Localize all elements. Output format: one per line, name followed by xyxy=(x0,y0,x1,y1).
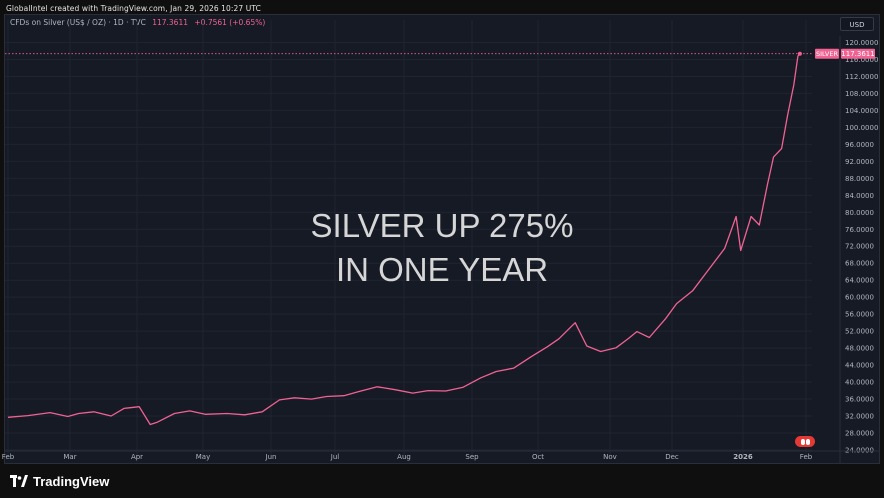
price-badge-value: 117.3611 xyxy=(841,50,874,58)
price-badge-label: SILVER xyxy=(816,50,839,58)
x-tick-label: Mar xyxy=(63,453,76,461)
y-tick-label: 64.0000 xyxy=(845,277,874,285)
y-tick-label: 92.0000 xyxy=(845,158,874,166)
symbol-legend: CFDs on Silver (US$ / OZ) · 1D · TVC 117… xyxy=(10,18,265,27)
y-tick-label: 32.0000 xyxy=(845,413,874,421)
y-tick-label: 104.0000 xyxy=(845,107,878,115)
currency-button[interactable]: USD xyxy=(840,17,874,31)
y-tick-label: 52.0000 xyxy=(845,328,874,336)
y-tick-label: 80.0000 xyxy=(845,209,874,217)
headline-line-2: IN ONE YEAR xyxy=(335,251,549,288)
x-tick-label: Feb xyxy=(2,453,15,461)
y-tick-label: 44.0000 xyxy=(845,362,874,370)
tradingview-logo[interactable]: TradingView xyxy=(10,472,109,490)
y-tick-label: 40.0000 xyxy=(845,379,874,387)
price-badge-label-bg xyxy=(815,48,839,59)
y-tick-label: 108.0000 xyxy=(845,90,878,98)
y-tick-label: 68.0000 xyxy=(845,260,874,268)
x-tick-label: Nov xyxy=(603,453,617,461)
symbol-last-price: 117.3611 xyxy=(152,18,188,27)
y-tick-label: 36.0000 xyxy=(845,396,874,404)
y-tick-label: 72.0000 xyxy=(845,243,874,251)
price-badge-value-bg xyxy=(841,48,875,59)
y-tick-label: 60.0000 xyxy=(845,294,874,302)
y-tick-label: 112.0000 xyxy=(845,73,878,81)
headline-line-1: SILVER UP 275% xyxy=(310,207,574,244)
last-price-point xyxy=(797,51,802,56)
y-tick-label: 56.0000 xyxy=(845,311,874,319)
x-tick-label: Apr xyxy=(131,453,143,461)
x-tick-label: Jul xyxy=(330,453,340,461)
y-tick-label: 84.0000 xyxy=(845,192,874,200)
silver-price-line[interactable] xyxy=(7,53,801,426)
y-tick-label: 48.0000 xyxy=(845,345,874,353)
y-tick-label: 120.0000 xyxy=(845,39,878,47)
headline-overlay: SILVER UP 275% IN ONE YEAR xyxy=(272,204,612,292)
x-tick-label: Oct xyxy=(532,453,544,461)
y-tick-label: 116.0000 xyxy=(845,56,878,64)
x-tick-label: Dec xyxy=(665,453,679,461)
y-tick-label: 88.0000 xyxy=(845,175,874,183)
x-tick-label: Jun xyxy=(265,453,277,461)
y-tick-label: 100.0000 xyxy=(845,124,878,132)
x-tick-label: May xyxy=(196,453,210,461)
symbol-description: CFDs on Silver (US$ / OZ) · 1D · TVC xyxy=(10,18,146,27)
x-tick-label: Feb xyxy=(800,453,813,461)
y-tick-label: 96.0000 xyxy=(845,141,874,149)
tradingview-wordmark: TradingView xyxy=(33,473,110,489)
x-tick-label: 2026 xyxy=(733,453,753,461)
tradingview-logo-icon xyxy=(10,475,28,487)
chart-panel[interactable] xyxy=(4,14,880,464)
events-flag-icon[interactable] xyxy=(795,436,815,447)
x-tick-label: Aug xyxy=(397,453,411,461)
symbol-change: +0.7561 (+0.65%) xyxy=(194,18,266,27)
x-tick-label: Sep xyxy=(465,453,479,461)
y-tick-label: 76.0000 xyxy=(845,226,874,234)
credit-text: GlobalIntel created with TradingView.com… xyxy=(6,4,261,13)
y-tick-label: 28.0000 xyxy=(845,430,874,438)
